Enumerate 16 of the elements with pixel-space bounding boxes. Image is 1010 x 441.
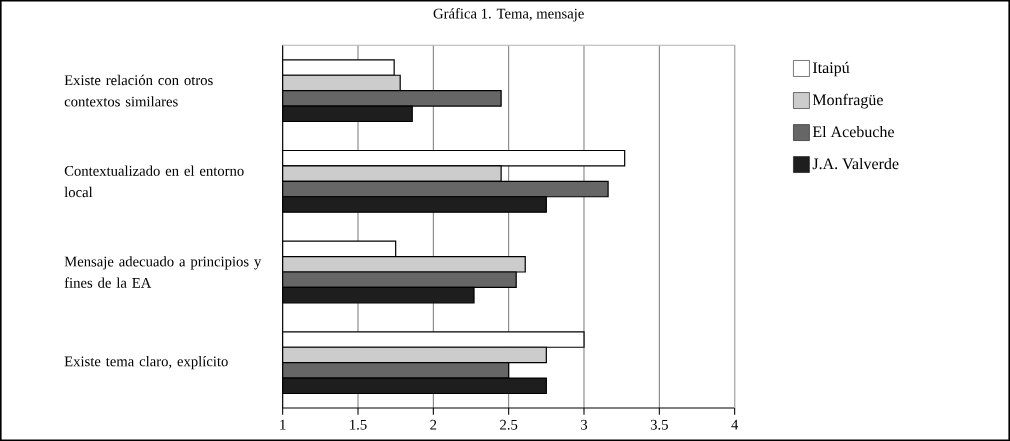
legend-label: Itaipú [812, 61, 850, 77]
legend-label: Monfragüe [812, 93, 883, 109]
x-tick-label: 3.5 [650, 419, 668, 430]
legend-label: El Acebuche [812, 125, 894, 138]
x-tick-label: 2 [430, 419, 437, 430]
chart-title: Gráfica 1. Tema, mensaje [433, 8, 584, 22]
y-tick-label: Existe tema claro, explícito [64, 356, 228, 370]
x-tick-label: 1 [280, 419, 286, 430]
x-tick-label: 4 [731, 419, 739, 430]
x-tick-label: 2.5 [500, 419, 518, 430]
legend-label: J.A. Valverde [812, 157, 899, 170]
y-tick-label: Existe relación con otros contextos similares [64, 74, 213, 107]
x-tick-label: 3 [581, 419, 588, 430]
y-tick-label: Mensaje adecuado a principios y fines de la EA [64, 256, 262, 288]
x-tick-label: 1.5 [350, 419, 367, 430]
y-tick-label: Contextualizado en el entorno local [64, 165, 244, 198]
